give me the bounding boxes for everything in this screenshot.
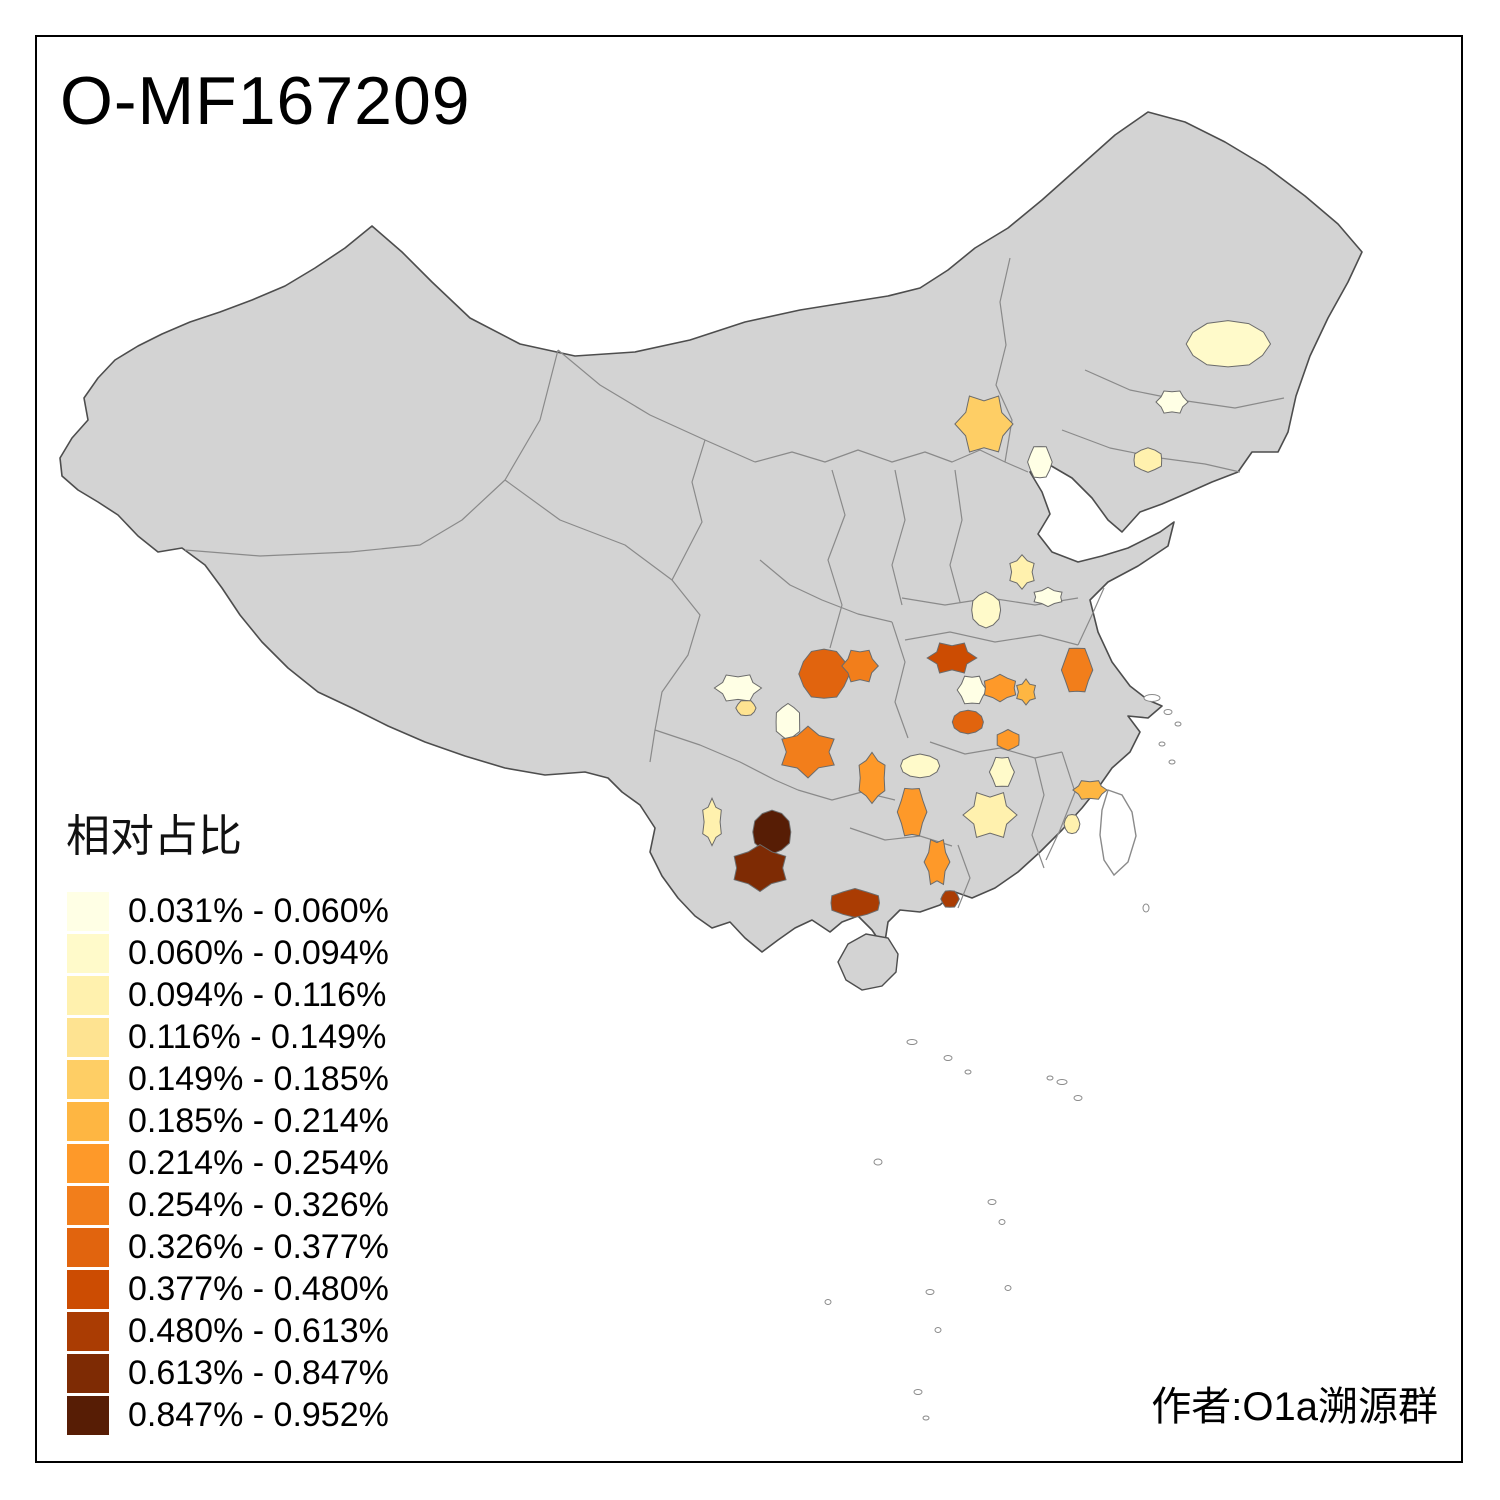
legend-swatch-0 [66,890,110,932]
legend-swatch-8 [66,1226,110,1268]
colored-regions [702,320,1272,918]
legend-swatch-7 [66,1184,110,1226]
map-region-10 [956,675,988,705]
map-region-29 [830,887,881,918]
legend-label-10: 0.480% - 0.613% [128,1311,389,1350]
map-region-12 [983,673,1017,703]
legend-swatch-12 [66,1394,110,1436]
legend-swatch-2 [66,974,110,1016]
legend-row-5: 0.185% - 0.214% [66,1100,389,1142]
taiwan-island [1099,789,1137,877]
legend-swatch-11 [66,1352,110,1394]
hainan-island [837,933,899,991]
china-mainland [59,111,1363,953]
map-region-21 [858,751,886,805]
legend-row-6: 0.214% - 0.254% [66,1142,389,1184]
map-region-30 [940,890,960,908]
map-region-18 [735,700,757,717]
small-islands [824,694,1182,1421]
legend-title: 相对占比 [66,812,242,861]
legend-label-1: 0.060% - 0.094% [128,933,389,972]
legend-row-9: 0.377% - 0.480% [66,1268,389,1310]
map-region-24 [962,791,1018,839]
legend-swatch-1 [66,932,110,974]
legend-row-7: 0.254% - 0.326% [66,1184,389,1226]
map-region-25 [988,756,1015,788]
map-region-2 [954,395,1014,453]
legend-swatch-3 [66,1016,110,1058]
map-region-11 [951,709,984,735]
legend-swatch-10 [66,1310,110,1352]
map-region-1 [1155,390,1189,414]
legend-label-9: 0.377% - 0.480% [128,1269,389,1308]
legend-label-3: 0.116% - 0.149% [128,1017,387,1056]
legend-row-12: 0.847% - 0.952% [66,1394,389,1436]
legend-label-11: 0.613% - 0.847% [128,1353,389,1392]
map-region-6 [1033,586,1063,608]
map-region-14 [996,728,1020,751]
map-region-8 [1060,647,1094,693]
legend-row-4: 0.149% - 0.185% [66,1058,389,1100]
legend-swatch-9 [66,1268,110,1310]
legend-row-0: 0.031% - 0.060% [66,890,389,932]
legend-label-8: 0.326% - 0.377% [128,1227,389,1266]
legend-label-0: 0.031% - 0.060% [128,891,389,930]
map-region-9 [926,642,978,674]
legend-label-12: 0.847% - 0.952% [128,1395,389,1434]
map-region-26 [752,809,792,855]
legend-row-3: 0.116% - 0.149% [66,1016,389,1058]
attribution-text: 作者:O1a溯源群 [1151,1385,1438,1429]
legend-swatch-6 [66,1142,110,1184]
map-region-27 [733,844,787,893]
map-region-0 [1185,320,1272,368]
map-region-22 [900,753,941,779]
legend-row-2: 0.094% - 0.116% [66,974,389,1016]
map-region-23 [896,787,928,837]
legend-label-5: 0.185% - 0.214% [128,1101,389,1140]
legend-label-4: 0.149% - 0.185% [128,1059,389,1098]
map-region-7 [971,591,1002,629]
legend-label-2: 0.094% - 0.116% [128,975,387,1014]
legend-row-8: 0.326% - 0.377% [66,1226,389,1268]
map-region-20 [781,725,835,779]
map-region-16 [841,649,879,683]
map-region-15 [798,648,851,699]
legend-swatch-4 [66,1058,110,1100]
legend-row-10: 0.480% - 0.613% [66,1310,389,1352]
map-region-4 [1133,447,1163,473]
map-region-32 [1072,780,1108,800]
map-region-5 [1009,554,1035,590]
page-title: O-MF167209 [60,63,471,139]
legend-label-7: 0.254% - 0.326% [128,1185,389,1224]
map-region-28 [702,797,722,847]
map-region-3 [1027,446,1053,479]
legend-swatch-5 [66,1100,110,1142]
map-region-33 [1063,813,1081,835]
legend: 相对占比 0.031% - 0.060% 0.060% - 0.094% 0.094… [66,800,389,1436]
map-region-31 [923,838,951,886]
legend-row-11: 0.613% - 0.847% [66,1352,389,1394]
figure-border [35,35,1463,1463]
legend-rows: 0.031% - 0.060% 0.060% - 0.094% 0.094% - 0… [66,890,389,1436]
map-region-13 [1016,678,1036,706]
legend-label-6: 0.214% - 0.254% [128,1143,389,1182]
legend-row-1: 0.060% - 0.094% [66,932,389,974]
